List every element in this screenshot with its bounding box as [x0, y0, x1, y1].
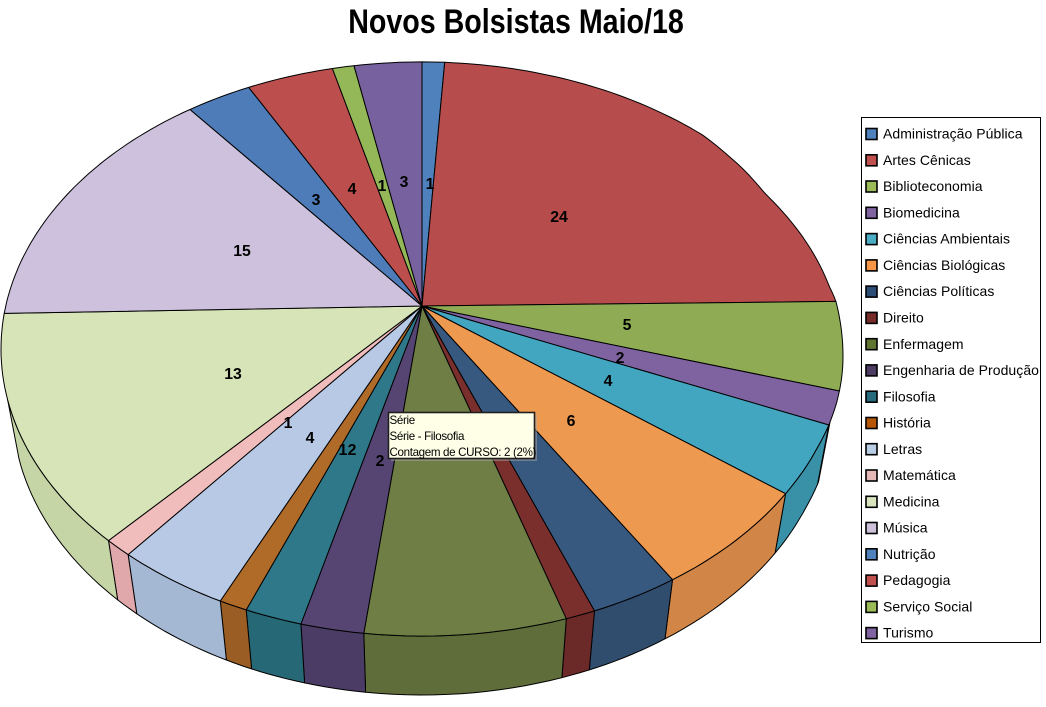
svg-text:13: 13 — [224, 366, 242, 383]
svg-text:Ciências Biológicas: Ciências Biológicas — [883, 257, 1005, 273]
svg-text:2: 2 — [376, 453, 385, 470]
svg-text:Música: Música — [883, 520, 928, 536]
svg-text:4: 4 — [348, 181, 357, 198]
svg-text:4: 4 — [306, 430, 315, 447]
svg-text:Turismo: Turismo — [883, 625, 934, 641]
svg-text:Administração Pública: Administração Pública — [883, 126, 1023, 142]
svg-text:Filosofia: Filosofia — [883, 388, 936, 404]
svg-text:Contagem de CURSO: 2 (2%): Contagem de CURSO: 2 (2%) — [390, 446, 537, 459]
svg-text:2: 2 — [348, 442, 357, 459]
svg-text:Nutrição: Nutrição — [883, 546, 936, 562]
svg-text:24: 24 — [550, 209, 568, 226]
svg-text:Direito: Direito — [883, 310, 924, 326]
svg-text:1: 1 — [284, 415, 293, 432]
svg-text:1: 1 — [339, 442, 348, 459]
svg-text:4: 4 — [604, 373, 613, 390]
svg-text:15: 15 — [233, 243, 251, 260]
svg-text:Biomedicina: Biomedicina — [883, 204, 960, 220]
svg-text:1: 1 — [378, 178, 387, 195]
svg-text:5: 5 — [623, 317, 632, 334]
svg-text:Artes Cênicas: Artes Cênicas — [883, 152, 971, 168]
svg-text:Engenharia de Produção: Engenharia de Produção — [883, 362, 1039, 378]
svg-text:Ciências Ambientais: Ciências Ambientais — [883, 231, 1010, 247]
svg-text:1: 1 — [426, 176, 435, 193]
svg-text:Enfermagem: Enfermagem — [883, 336, 964, 352]
svg-text:Serviço Social: Serviço Social — [883, 599, 972, 615]
svg-text:Novos Bolsistas Maio/18: Novos Bolsistas Maio/18 — [348, 1, 684, 40]
svg-text:Biblioteconomia: Biblioteconomia — [883, 178, 983, 194]
svg-text:Ciências Políticas: Ciências Políticas — [883, 283, 994, 299]
svg-text:6: 6 — [567, 413, 576, 430]
svg-text:Pedagogia: Pedagogia — [883, 572, 951, 588]
svg-text:3: 3 — [312, 192, 321, 209]
svg-text:Série - Filosofia: Série - Filosofia — [390, 430, 465, 443]
svg-text:3: 3 — [400, 174, 409, 191]
svg-text:2: 2 — [616, 350, 625, 367]
svg-text:História: História — [883, 415, 931, 431]
svg-text:Série: Série — [390, 414, 415, 427]
svg-text:Matemática: Matemática — [883, 467, 956, 483]
svg-text:Letras: Letras — [883, 441, 922, 457]
svg-text:Medicina: Medicina — [883, 493, 940, 509]
